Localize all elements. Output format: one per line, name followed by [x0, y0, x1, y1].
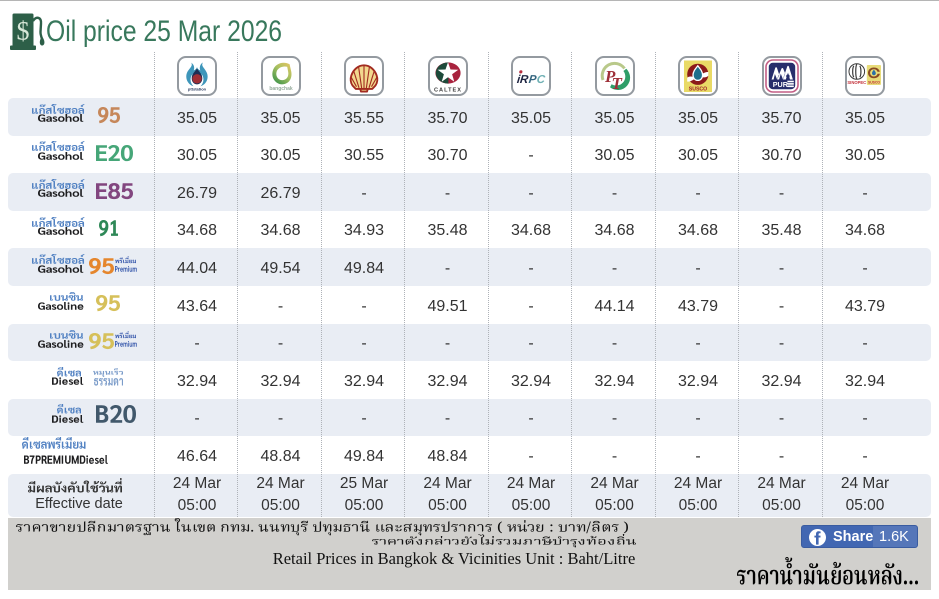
svg-text:pttstation: pttstation — [188, 87, 207, 92]
svg-text:CALTEX: CALTEX — [434, 87, 462, 93]
svg-text:$: $ — [17, 17, 30, 46]
svg-text:i: i — [516, 74, 521, 86]
svg-text:R: R — [519, 74, 529, 86]
svg-text:PUR: PUR — [772, 80, 788, 89]
svg-text:SINOPEC: SINOPEC — [847, 80, 866, 85]
svg-text:SUSCO: SUSCO — [868, 81, 880, 85]
svg-text:bangchak: bangchak — [269, 86, 293, 92]
svg-text:P: P — [528, 74, 537, 86]
svg-text:P: P — [604, 67, 616, 86]
svg-text:C: C — [536, 74, 546, 86]
svg-text:SUSCO: SUSCO — [689, 87, 707, 93]
svg-text:T: T — [611, 74, 622, 93]
